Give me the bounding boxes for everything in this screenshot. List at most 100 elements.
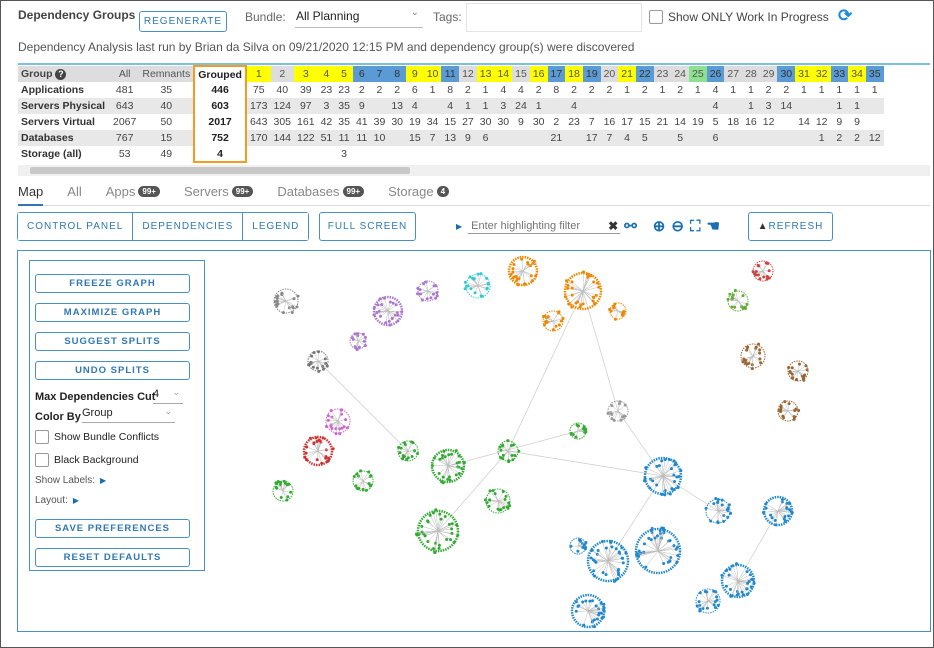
cell-value[interactable]: 30 bbox=[479, 116, 492, 128]
row-name[interactable]: Servers Virtual bbox=[21, 116, 95, 128]
cell-value[interactable]: 39 bbox=[373, 116, 386, 128]
cell-value[interactable]: 1 bbox=[659, 84, 666, 96]
cell-value[interactable]: 1 bbox=[482, 84, 489, 96]
cell-value[interactable]: 144 bbox=[270, 130, 295, 146]
fit-icon[interactable]: ⛶ bbox=[689, 217, 701, 235]
cell-value[interactable]: 1 bbox=[848, 98, 866, 114]
header-group-27[interactable]: 27 bbox=[724, 66, 743, 82]
tab-all[interactable]: All bbox=[67, 184, 81, 205]
cell-value[interactable] bbox=[742, 146, 760, 162]
cell-all[interactable]: 643 bbox=[110, 98, 140, 114]
graph-cluster[interactable] bbox=[777, 400, 801, 422]
cell-value[interactable]: 12 bbox=[815, 116, 828, 128]
undo-splits-button[interactable]: UNDO SPLITS bbox=[35, 361, 190, 380]
zoom-out-icon[interactable]: ⊖ bbox=[671, 218, 684, 235]
cell-value[interactable] bbox=[370, 98, 389, 114]
cell-value[interactable] bbox=[777, 146, 795, 162]
cell-value[interactable]: 2 bbox=[677, 84, 684, 96]
cell-value[interactable]: 2 bbox=[606, 84, 613, 96]
full-screen-button[interactable]: FULL SCREEN bbox=[319, 212, 416, 241]
header-group-34[interactable]: 34 bbox=[848, 66, 866, 82]
cell-value[interactable] bbox=[724, 146, 742, 162]
cell-value[interactable]: 17 bbox=[582, 130, 601, 146]
cell-value[interactable]: 2 bbox=[641, 84, 648, 96]
cell-grouped[interactable]: 2017 bbox=[193, 114, 247, 130]
freeze-graph-button[interactable]: FREEZE GRAPH bbox=[35, 274, 190, 293]
cell-value[interactable]: 1 bbox=[476, 98, 495, 114]
clear-icon[interactable]: ✖ bbox=[608, 219, 619, 233]
cell-value[interactable] bbox=[294, 146, 318, 162]
cell-value[interactable] bbox=[831, 146, 849, 162]
graph-cluster[interactable] bbox=[416, 280, 439, 302]
graph-cluster[interactable] bbox=[483, 488, 512, 514]
cell-value[interactable]: 1 bbox=[730, 84, 737, 96]
graph-cluster[interactable] bbox=[307, 350, 329, 373]
cell-value[interactable] bbox=[813, 146, 831, 162]
checkbox[interactable] bbox=[649, 10, 663, 24]
dependency-graph[interactable] bbox=[17, 250, 931, 632]
graph-cluster[interactable] bbox=[642, 456, 683, 497]
cell-value[interactable]: 12 bbox=[762, 116, 775, 128]
cell-value[interactable]: 9 bbox=[836, 116, 843, 128]
graph-cluster[interactable] bbox=[634, 526, 682, 575]
graph-cluster[interactable] bbox=[740, 342, 766, 371]
cell-value[interactable] bbox=[635, 98, 654, 114]
wip-checkbox[interactable]: Show ONLY Work In Progress bbox=[649, 10, 829, 24]
cell-value[interactable] bbox=[848, 146, 866, 162]
cell-value[interactable]: 51 bbox=[317, 130, 336, 146]
cell-value[interactable] bbox=[812, 98, 831, 114]
table-scrollbar[interactable] bbox=[18, 165, 930, 176]
cell-value[interactable]: 2 bbox=[535, 84, 542, 96]
cell-value[interactable]: 35 bbox=[335, 98, 353, 114]
cell-value[interactable]: 1 bbox=[694, 84, 701, 96]
graph-cluster[interactable] bbox=[569, 537, 588, 555]
cell-value[interactable] bbox=[530, 146, 548, 162]
cell-value[interactable]: 161 bbox=[297, 116, 315, 128]
cell-value[interactable]: 16 bbox=[745, 116, 757, 128]
header-group-17[interactable]: 17 bbox=[547, 66, 566, 82]
header-group-14[interactable]: 14 bbox=[494, 66, 513, 82]
header-group-35[interactable]: 35 bbox=[865, 66, 884, 82]
graph-cluster[interactable] bbox=[751, 260, 774, 282]
tags-input[interactable] bbox=[466, 3, 642, 32]
cell-value[interactable]: 9 bbox=[352, 98, 371, 114]
cell-value[interactable]: 2 bbox=[464, 84, 471, 96]
cell-value[interactable]: 13 bbox=[388, 98, 406, 114]
cell-value[interactable]: 3 bbox=[494, 98, 513, 114]
color-by-select[interactable]: Group ⌄ bbox=[82, 406, 175, 423]
cell-value[interactable]: 5 bbox=[635, 130, 654, 146]
cell-value[interactable]: 1 bbox=[529, 98, 548, 114]
show-labels-toggle[interactable]: Show Labels: ▶ bbox=[35, 475, 106, 486]
cell-value[interactable]: 2 bbox=[765, 84, 772, 96]
cell-value[interactable]: 15 bbox=[406, 130, 424, 146]
cell-value[interactable]: 4 bbox=[712, 84, 719, 96]
highlight-filter-input[interactable] bbox=[468, 218, 621, 234]
header-group-18[interactable]: 18 bbox=[565, 66, 583, 82]
black-background-checkbox[interactable]: Black Background bbox=[35, 453, 139, 467]
cell-value[interactable]: 7 bbox=[588, 116, 595, 128]
checkbox[interactable] bbox=[35, 430, 49, 444]
cell-value[interactable] bbox=[636, 146, 654, 162]
cell-remnants[interactable]: 35 bbox=[160, 84, 173, 96]
cell-value[interactable]: 2 bbox=[783, 84, 790, 96]
cell-value[interactable]: 7 bbox=[423, 130, 442, 146]
cell-value[interactable]: 41 bbox=[355, 116, 368, 128]
cell-value[interactable] bbox=[388, 146, 406, 162]
expand-triangle-icon[interactable]: ▶ bbox=[456, 221, 463, 231]
row-name[interactable]: Databases bbox=[18, 130, 110, 146]
cell-value[interactable]: 4 bbox=[618, 130, 636, 146]
row-name[interactable]: Applications bbox=[21, 84, 85, 96]
cell-value[interactable]: 12 bbox=[865, 130, 884, 146]
tab-storage[interactable]: Storage 4 bbox=[388, 184, 450, 205]
cell-value[interactable]: 305 bbox=[273, 116, 292, 128]
cell-value[interactable]: 9 bbox=[459, 130, 477, 146]
cell-value[interactable]: 643 bbox=[249, 116, 268, 128]
cell-value[interactable]: 2 bbox=[553, 116, 560, 128]
cell-value[interactable]: 15 bbox=[638, 116, 651, 128]
graph-cluster[interactable] bbox=[586, 539, 630, 583]
header-group-29[interactable]: 29 bbox=[759, 66, 778, 82]
cell-value[interactable]: 4 bbox=[406, 98, 424, 114]
cell-value[interactable] bbox=[565, 130, 583, 146]
cell-remnants[interactable]: 50 bbox=[160, 116, 173, 128]
layout-toggle[interactable]: Layout: ▶ bbox=[35, 495, 79, 506]
